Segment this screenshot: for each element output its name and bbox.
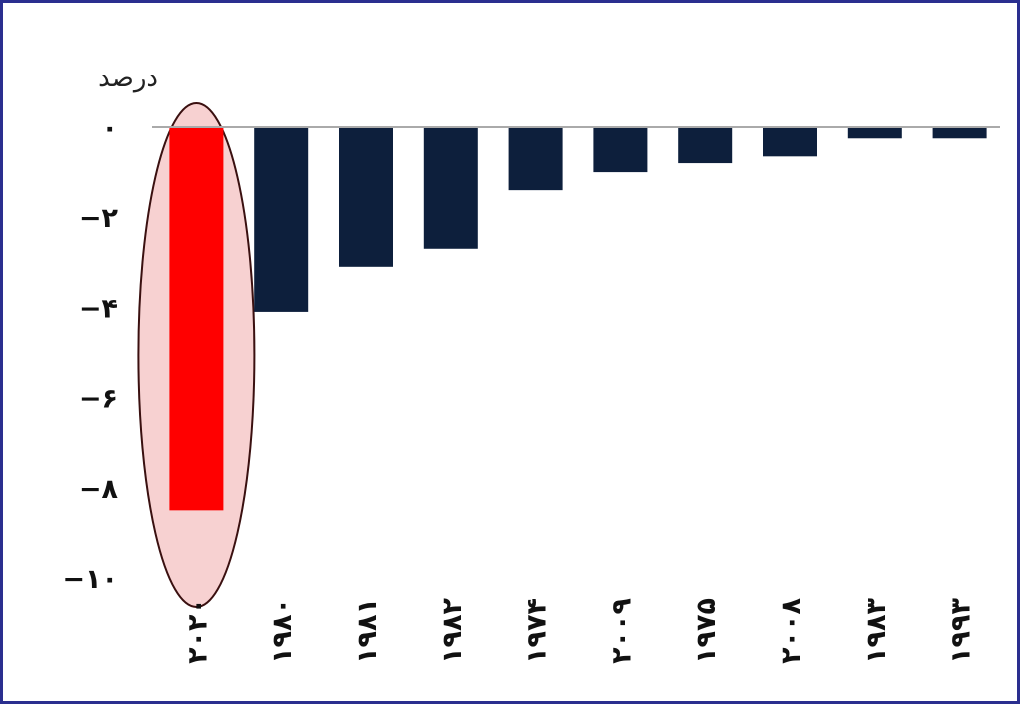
x-category-label: ۲۰۰۸	[776, 597, 807, 663]
bar-4	[508, 127, 563, 191]
x-category-label: ۱۹۷۴	[522, 598, 553, 664]
bar-0	[169, 127, 224, 511]
x-category-label: ۲۰۲۰	[182, 598, 213, 664]
bar-8	[847, 127, 902, 139]
x-category-label: ۱۹۸۱	[352, 598, 383, 664]
y-tick-label: −۴	[79, 293, 118, 324]
bar-5	[593, 127, 648, 173]
bar-3	[423, 127, 478, 249]
bar-1	[254, 127, 309, 312]
bar-7	[763, 127, 817, 157]
bars-layer	[169, 127, 987, 511]
x-category-label: ۲۰۰۹	[606, 598, 637, 664]
y-tick-label: ۰	[102, 113, 118, 144]
bar-6	[678, 127, 733, 164]
x-category-label: ۱۹۸۰	[267, 598, 298, 664]
bar-9	[932, 127, 987, 139]
y-axis-unit-label: درصد	[98, 63, 158, 93]
bar-2	[339, 127, 393, 267]
x-axis-labels: ۲۰۲۰ ۱۹۸۰ ۱۹۸۱ ۱۹۸۲ ۱۹۷۴ ۲۰۰۹ ۱۹۷۵ ۲۰۰۸ ۱۹۸۳ ۱۹۹۳	[182, 597, 976, 663]
y-tick-label: −۸	[79, 474, 119, 505]
y-axis-ticks: ۰ −۲ −۴ −۶ −۸ −۱۰	[62, 113, 118, 595]
y-tick-label: −۶	[79, 384, 118, 415]
x-category-label: ۱۹۷۵	[691, 598, 722, 664]
y-tick-label: −۱۰	[62, 564, 118, 595]
x-category-label: ۱۹۸۳	[861, 597, 892, 663]
x-category-label: ۱۹۸۲	[437, 597, 468, 663]
y-tick-label: −۲	[79, 203, 119, 234]
x-category-label: ۱۹۹۳	[946, 597, 977, 663]
